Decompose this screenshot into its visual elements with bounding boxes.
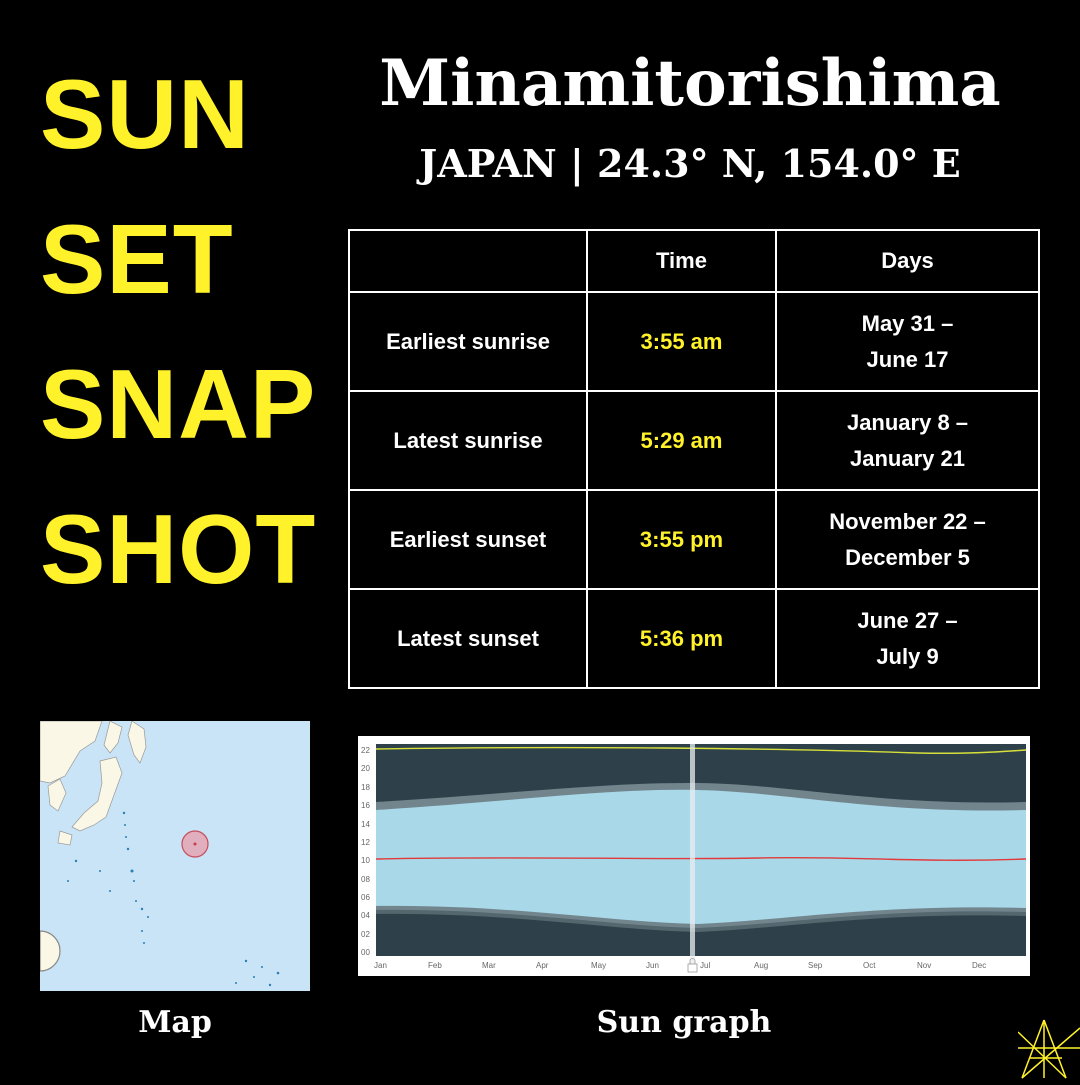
location-subtitle: JAPAN | 24.3° N, 154.0° E (419, 141, 961, 186)
x-tick-label: Mar (482, 961, 496, 970)
side-word-set: SET (40, 204, 234, 314)
row-days-end: January 21 (850, 445, 965, 471)
map-land-philippines (40, 930, 61, 972)
row-label: Latest sunset (348, 588, 588, 689)
row-label: Earliest sunset (348, 489, 588, 590)
table-row: Earliest sunrise 3:55 am May 31 – June 17 (348, 291, 1040, 392)
y-tick-label: 12 (361, 838, 370, 847)
table-header-days: Days (775, 229, 1040, 293)
sun-graph-svg: 22 20 18 16 14 12 10 08 06 04 02 00 Jan … (361, 744, 1027, 973)
graph-x-axis: Jan Feb Mar Apr May Jun Jul Aug Sep Oct … (374, 961, 986, 970)
x-tick-label: Oct (863, 961, 876, 970)
graph-caption: Sun graph (596, 1005, 772, 1040)
map-land-mainland (40, 721, 103, 784)
row-days: May 31 – June 17 (775, 291, 1040, 392)
row-days: November 22 – December 5 (775, 489, 1040, 590)
location-map (40, 721, 310, 991)
map-island-dots (67, 811, 280, 987)
map-location-dot (193, 842, 197, 846)
row-time: 5:36 pm (586, 588, 777, 689)
row-days-end: December 5 (845, 544, 970, 570)
lock-icon (687, 958, 698, 973)
y-tick-label: 22 (361, 746, 370, 755)
row-days: June 27 – July 9 (775, 588, 1040, 689)
side-word-snap: SNAP (40, 349, 317, 459)
table-row: Latest sunset 5:36 pm June 27 – July 9 (348, 588, 1040, 689)
x-tick-label: Apr (536, 961, 549, 970)
sunburst-logo-icon (1017, 1018, 1080, 1080)
side-word-shot: SHOT (40, 494, 317, 604)
x-tick-label: Nov (917, 961, 931, 970)
row-days: January 8 – January 21 (775, 390, 1040, 491)
row-time: 5:29 am (586, 390, 777, 491)
row-label: Earliest sunrise (348, 291, 588, 392)
x-tick-label: Sep (808, 961, 823, 970)
y-tick-label: 02 (361, 930, 370, 939)
row-time: 3:55 pm (586, 489, 777, 590)
row-label: Latest sunrise (348, 390, 588, 491)
table-header-empty (348, 229, 588, 293)
row-days-start: June 27 – (857, 608, 958, 634)
y-tick-label: 14 (361, 820, 370, 829)
map-land-kyushu (57, 830, 73, 846)
y-tick-label: 10 (361, 856, 370, 865)
x-tick-label: Dec (972, 961, 986, 970)
x-tick-label: Jan (374, 961, 387, 970)
row-days-end: June 17 (866, 346, 949, 372)
x-tick-label: Jul (700, 961, 710, 970)
row-days-end: July 9 (876, 643, 939, 669)
y-tick-label: 18 (361, 783, 370, 792)
row-days-start: January 8 – (846, 410, 969, 436)
y-tick-label: 08 (361, 875, 370, 884)
table-header-row: Time Days (348, 229, 1040, 293)
graph-daylight-area (376, 789, 1026, 924)
x-tick-label: Jun (646, 961, 659, 970)
graph-solar-noon-line (375, 856, 1027, 861)
x-tick-label: May (591, 961, 606, 970)
graph-y-axis: 22 20 18 16 14 12 10 08 06 04 02 00 (361, 746, 370, 957)
logo-drawing (1017, 1019, 1080, 1079)
map-land-sakhalin (127, 721, 147, 764)
table-row: Earliest sunset 3:55 pm November 22 – Dec… (348, 489, 1040, 590)
table-header-time: Time (586, 229, 777, 293)
row-days-start: November 22 – (829, 509, 986, 535)
map-drawing (40, 721, 280, 987)
y-tick-label: 20 (361, 764, 370, 773)
y-tick-label: 16 (361, 801, 370, 810)
x-tick-label: Aug (754, 961, 768, 970)
map-land-hokkaido (103, 721, 123, 754)
map-land-japan (71, 756, 123, 832)
y-tick-label: 04 (361, 911, 370, 920)
map-land-korea (47, 778, 67, 812)
graph-current-date-line (690, 744, 695, 969)
side-word-sun: SUN (40, 59, 250, 169)
page-title: Minamitorishima (379, 46, 1001, 121)
row-days-start: May 31 – (861, 311, 954, 337)
y-tick-label: 00 (361, 948, 370, 957)
x-tick-label: Feb (428, 961, 442, 970)
y-tick-label: 06 (361, 893, 370, 902)
sun-times-table: Time Days Earliest sunrise 3:55 am May 3… (348, 229, 1040, 689)
table-row: Latest sunrise 5:29 am January 8 – Januar… (348, 390, 1040, 491)
row-time: 3:55 am (586, 291, 777, 392)
graph-solar-midnight-line (375, 746, 1027, 754)
sun-graph: 22 20 18 16 14 12 10 08 06 04 02 00 Jan … (358, 736, 1030, 976)
map-caption: Map (138, 1005, 212, 1040)
